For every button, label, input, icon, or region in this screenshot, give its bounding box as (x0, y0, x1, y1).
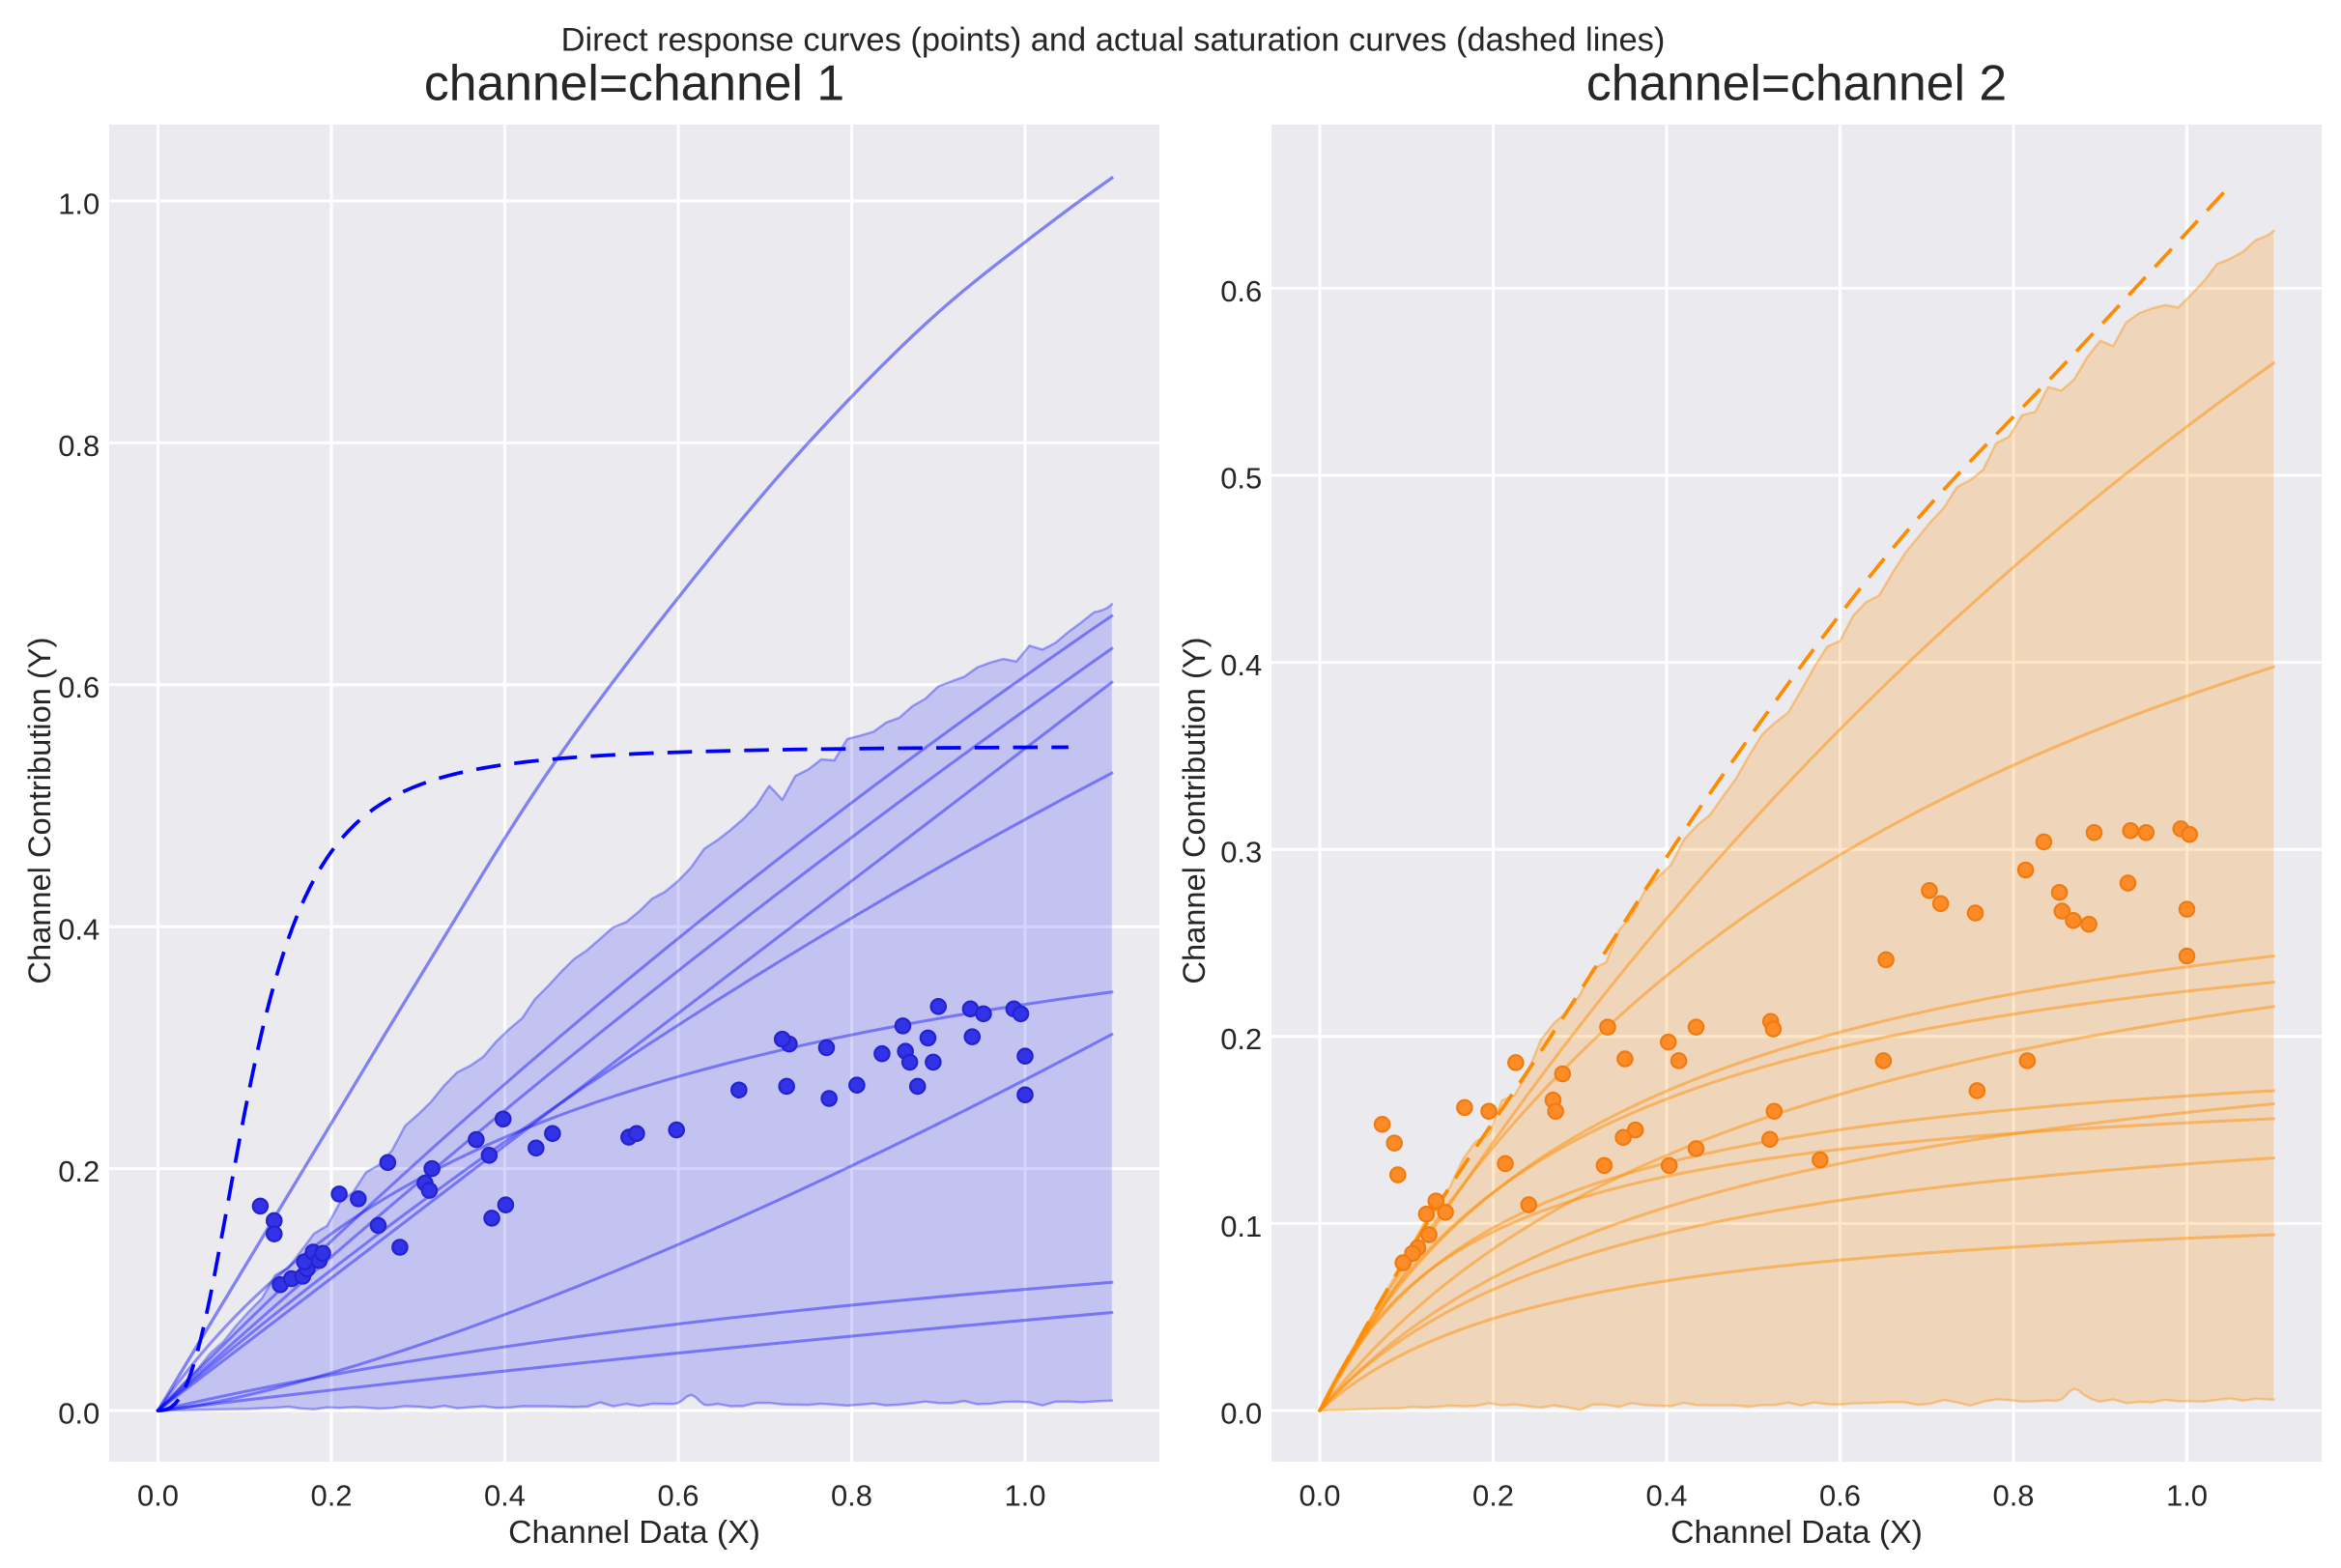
svg-text:Direct response curves (points: Direct response curves (points) and actu… (561, 21, 1666, 58)
svg-text:0.0: 0.0 (1220, 1396, 1262, 1430)
svg-text:channel=channel 1: channel=channel 1 (424, 54, 844, 110)
svg-text:0.6: 0.6 (1819, 1479, 1861, 1513)
svg-text:0.5: 0.5 (1220, 461, 1262, 495)
svg-text:0.2: 0.2 (1220, 1022, 1262, 1056)
svg-text:channel=channel 2: channel=channel 2 (1586, 54, 2007, 110)
svg-text:Channel Data (X): Channel Data (X) (508, 1514, 760, 1551)
svg-text:0.8: 0.8 (831, 1479, 872, 1513)
svg-text:0.8: 0.8 (58, 429, 100, 463)
svg-text:Channel Contribution (Y): Channel Contribution (Y) (21, 638, 57, 984)
svg-text:0.6: 0.6 (657, 1479, 699, 1513)
svg-text:0.0: 0.0 (1299, 1479, 1340, 1513)
svg-text:0.0: 0.0 (137, 1479, 179, 1513)
svg-text:Channel Data (X): Channel Data (X) (1670, 1514, 1923, 1551)
svg-text:0.6: 0.6 (58, 670, 100, 704)
svg-text:Channel Contribution (Y): Channel Contribution (Y) (1176, 638, 1212, 984)
svg-text:0.6: 0.6 (1220, 274, 1262, 308)
svg-text:1.0: 1.0 (1004, 1479, 1045, 1513)
svg-text:0.4: 0.4 (484, 1479, 526, 1513)
svg-text:0.4: 0.4 (1220, 648, 1262, 682)
svg-text:0.2: 0.2 (1472, 1479, 1514, 1513)
svg-text:0.3: 0.3 (1220, 836, 1262, 870)
svg-text:0.4: 0.4 (58, 913, 100, 947)
svg-text:1.0: 1.0 (58, 186, 100, 220)
svg-text:0.1: 0.1 (1220, 1210, 1262, 1243)
svg-text:0.0: 0.0 (58, 1396, 100, 1430)
svg-text:0.2: 0.2 (310, 1479, 352, 1513)
svg-text:0.8: 0.8 (1992, 1479, 2034, 1513)
svg-text:0.4: 0.4 (1645, 1479, 1687, 1513)
svg-text:1.0: 1.0 (2166, 1479, 2208, 1513)
svg-text:0.2: 0.2 (58, 1155, 100, 1188)
